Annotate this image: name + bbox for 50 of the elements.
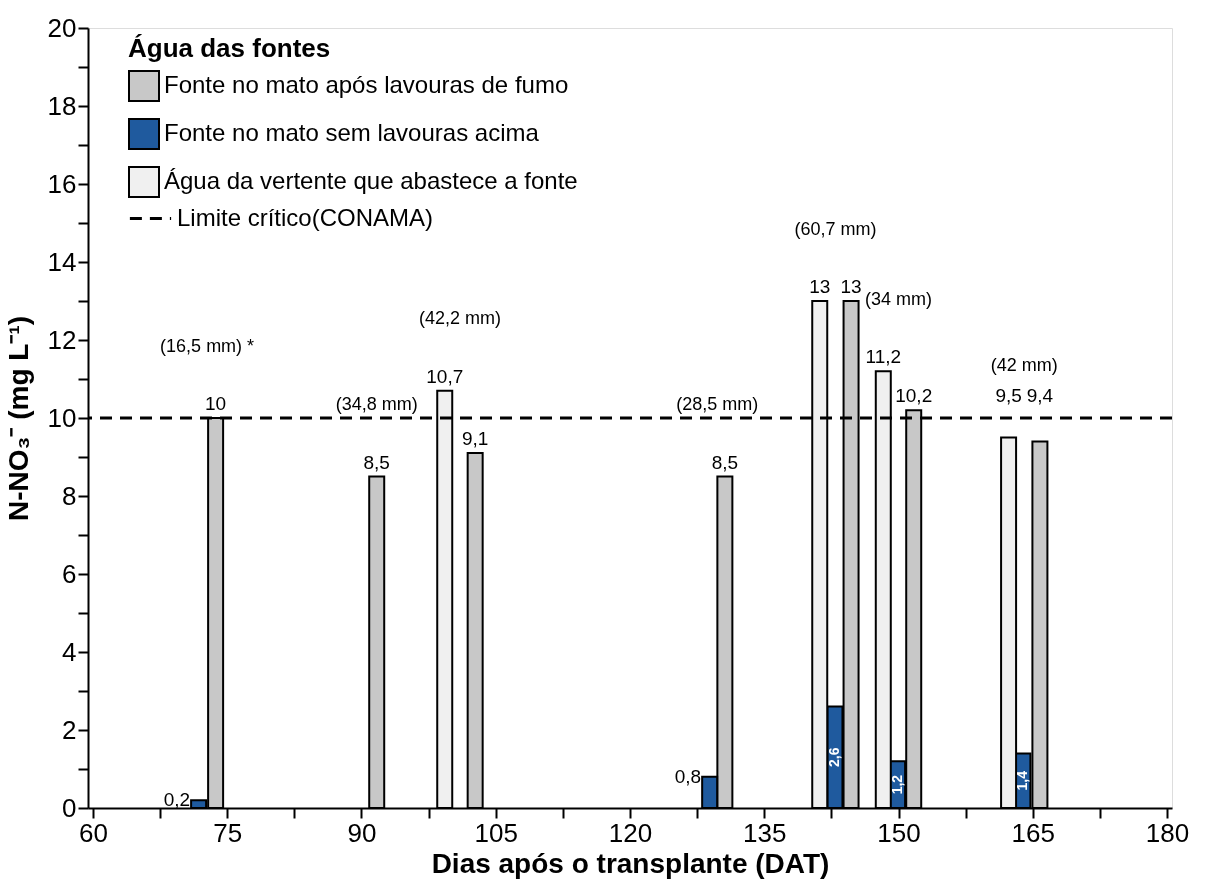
legend-label: Limite crítico(CONAMA) bbox=[177, 203, 434, 231]
data-label: 2,6 bbox=[825, 747, 842, 768]
y-tick-label: 6 bbox=[62, 558, 77, 589]
annotation: (42 mm) bbox=[990, 355, 1058, 376]
y-tick-label: 16 bbox=[47, 168, 77, 199]
annotation: (34,8 mm) bbox=[335, 394, 418, 415]
x-tick-label: 60 bbox=[79, 817, 108, 848]
data-label: 1,4 bbox=[1013, 770, 1030, 791]
legend-label: Fonte no mato sem lavouras acima bbox=[164, 119, 540, 146]
y-tick-label: 2 bbox=[62, 714, 77, 745]
x-tick-label: 75 bbox=[213, 817, 243, 848]
data-label: 0,2 bbox=[163, 789, 191, 811]
y-tick-label: 14 bbox=[47, 246, 77, 277]
data-label: 10,2 bbox=[895, 385, 933, 407]
x-tick-label: 90 bbox=[347, 817, 377, 848]
y-tick-label: 0 bbox=[62, 792, 77, 823]
data-label: 8,5 bbox=[363, 451, 390, 473]
y-tick-label: 18 bbox=[47, 90, 77, 121]
annotation: (16,5 mm) * bbox=[160, 335, 255, 356]
y-tick-label: 4 bbox=[62, 636, 77, 667]
x-tick-label: 105 bbox=[474, 817, 518, 848]
x-tick-label: 180 bbox=[1145, 817, 1190, 848]
data-label: 9,5 bbox=[995, 385, 1022, 407]
data-label: 10,7 bbox=[426, 365, 464, 387]
data-label: 11,2 bbox=[865, 346, 902, 368]
x-tick-label: 150 bbox=[877, 817, 921, 848]
y-tick-label: 10 bbox=[47, 402, 77, 433]
annotation: (60,7 mm) bbox=[794, 218, 877, 239]
data-label: 9,4 bbox=[1026, 385, 1054, 407]
data-label: 13 bbox=[840, 276, 862, 297]
data-label: 8,5 bbox=[711, 451, 739, 473]
legend-label: Fonte no mato após lavouras de fumo bbox=[164, 71, 569, 98]
annotation: (42,2 mm) bbox=[418, 308, 501, 329]
x-axis-title: Dias após o transplante (DAT) bbox=[431, 847, 830, 879]
x-tick-label: 135 bbox=[743, 817, 787, 848]
x-tick-label: 120 bbox=[608, 817, 653, 848]
x-tick-label: 165 bbox=[1011, 817, 1055, 848]
y-axis-title: N-NO₃⁻ (mg L⁻¹) bbox=[2, 315, 34, 522]
data-label: 10 bbox=[205, 393, 227, 414]
data-label: 13 bbox=[809, 276, 831, 297]
y-tick-label: 8 bbox=[62, 480, 77, 511]
annotation: (34 mm) bbox=[865, 288, 932, 309]
data-label: 0,8 bbox=[674, 765, 702, 787]
y-tick-label: 12 bbox=[47, 324, 77, 355]
legend-label: Água da vertente que abastece a fonte bbox=[164, 167, 578, 194]
legend-title: Água das fontes bbox=[128, 33, 331, 63]
data-label: 9,1 bbox=[461, 428, 489, 450]
data-label: 1,2 bbox=[888, 774, 905, 795]
y-tick-label: 20 bbox=[47, 12, 77, 43]
annotation: (28,5 mm) bbox=[676, 394, 759, 415]
